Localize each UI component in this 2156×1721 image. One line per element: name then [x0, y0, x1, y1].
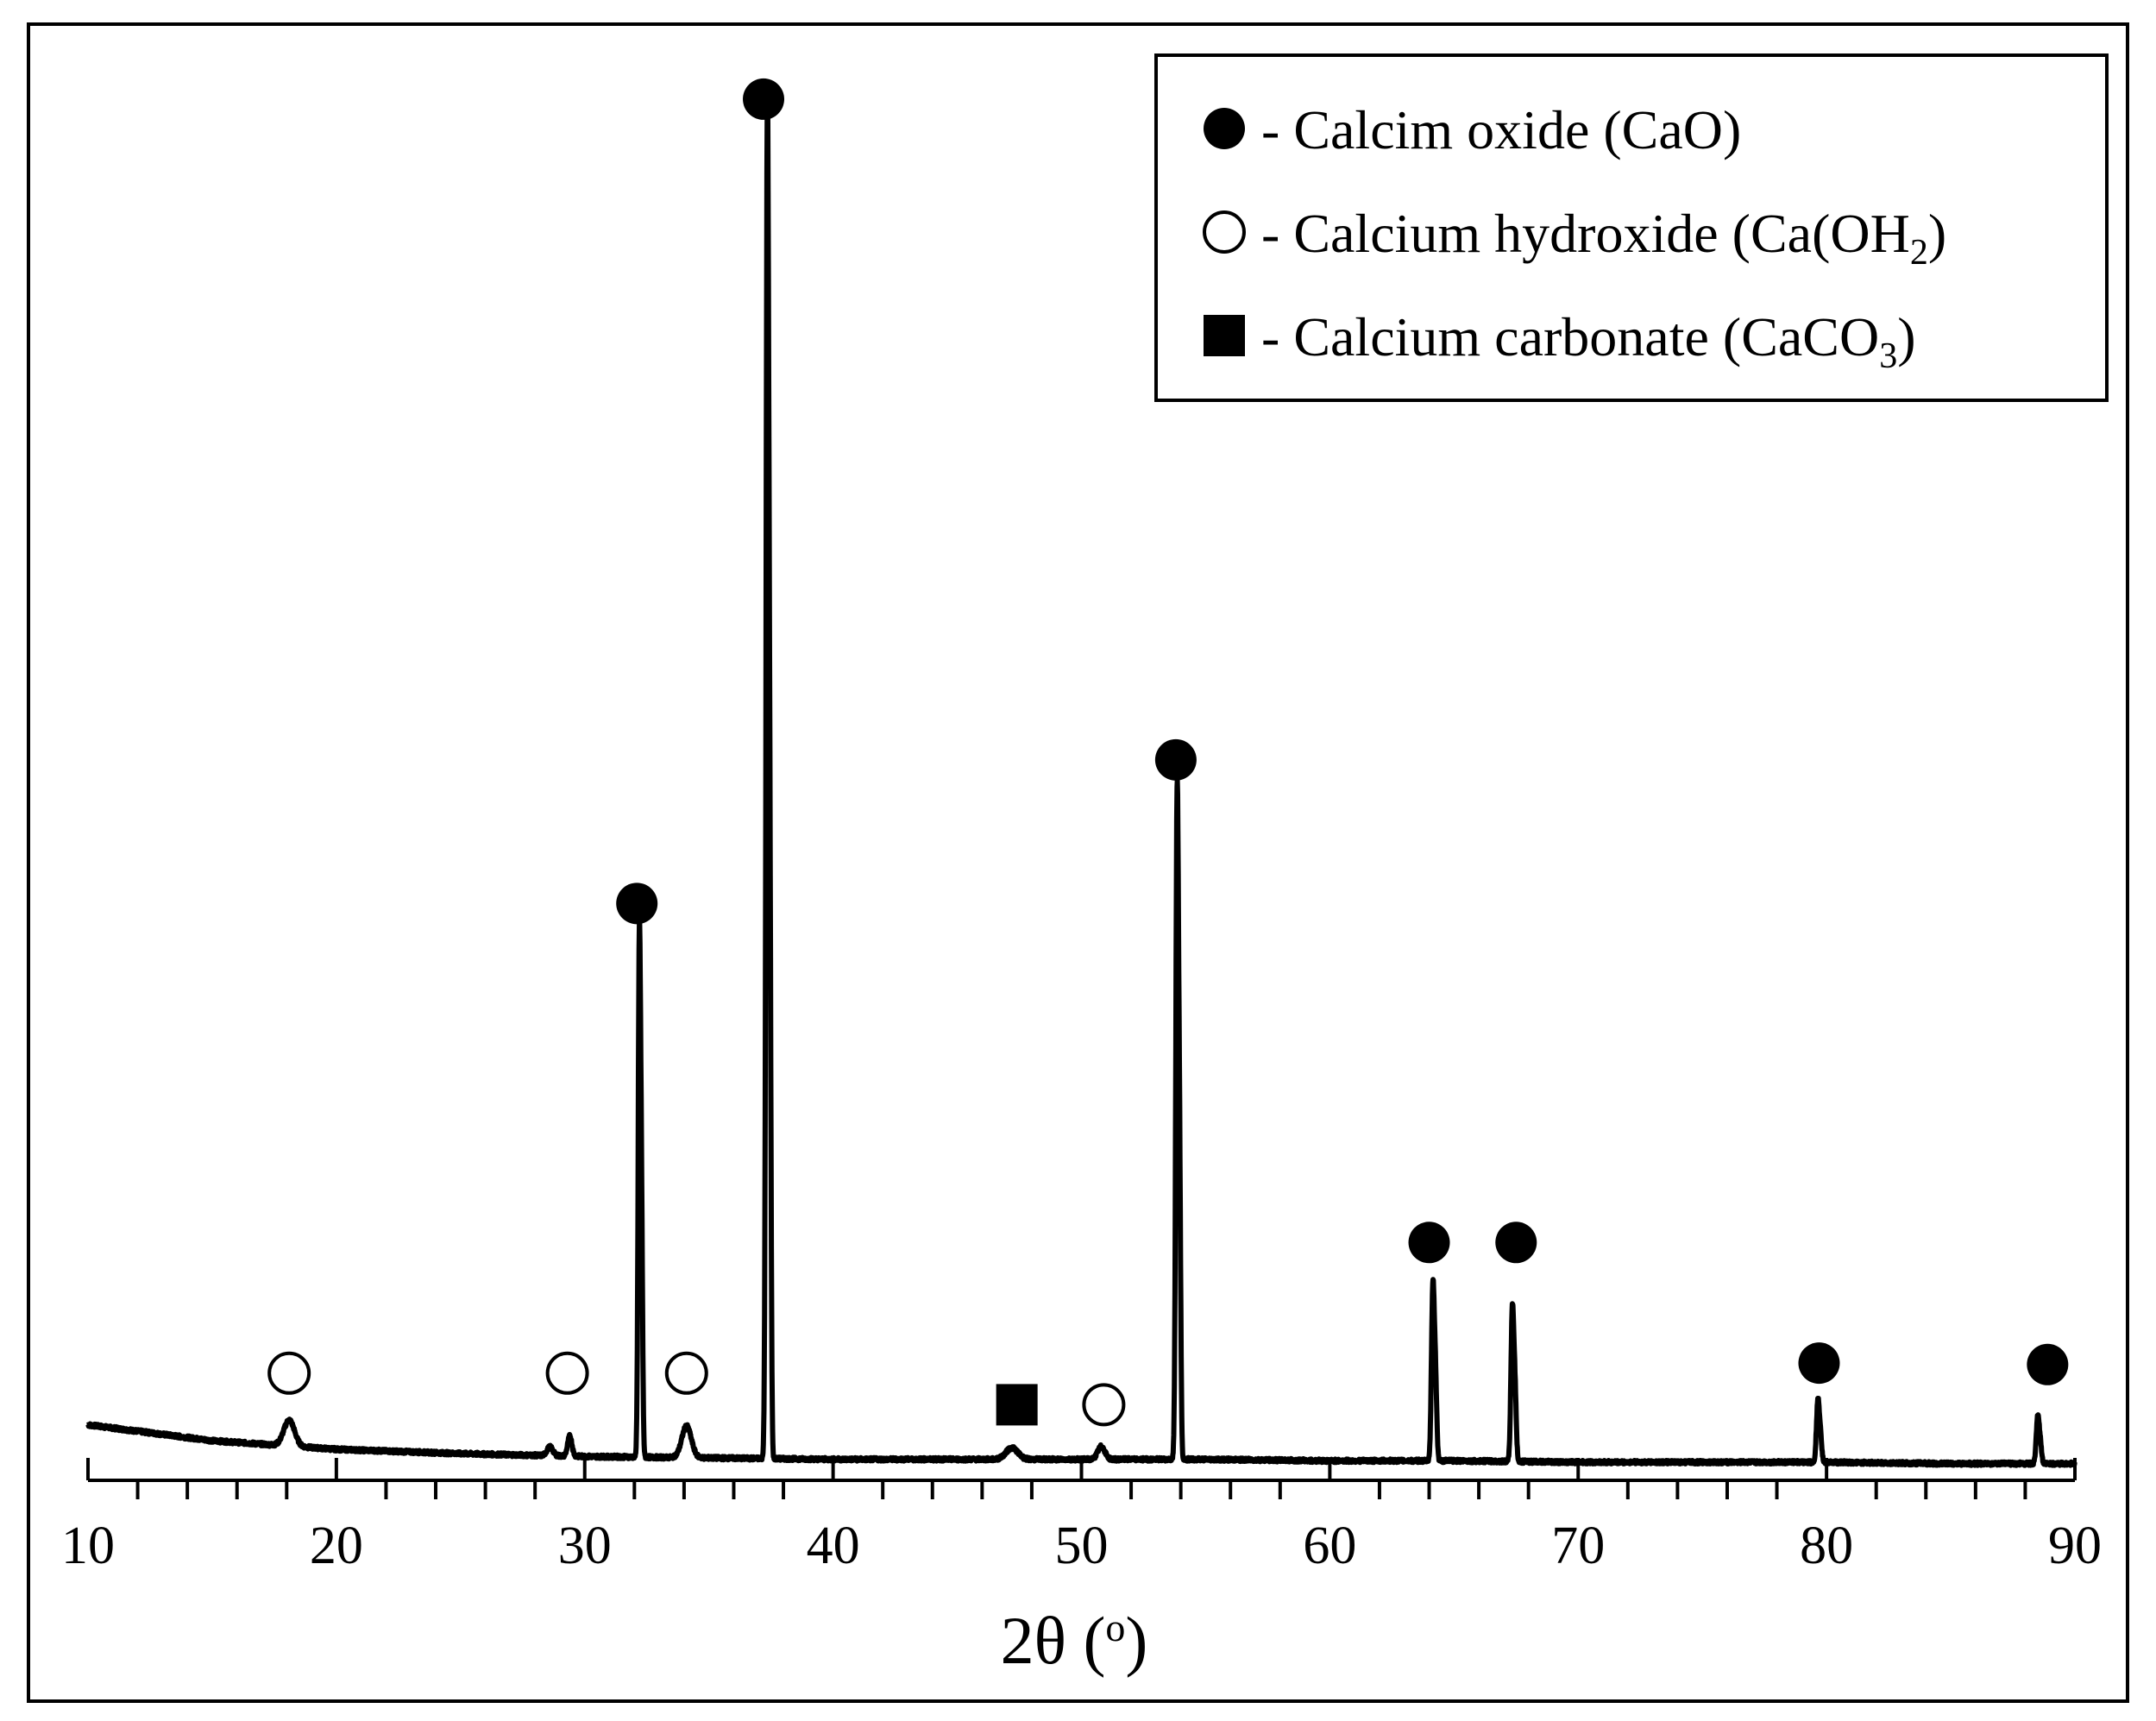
caco3-peak-marker: [996, 1384, 1038, 1426]
cao-peak-marker: [1154, 738, 1197, 781]
x-tick-label: 50: [1055, 1517, 1109, 1575]
legend-box: [1154, 53, 2109, 402]
legend-label: - Calcim oxide (CaO): [1261, 99, 1741, 160]
caoh2-peak-marker: [1082, 1383, 1126, 1427]
cao-peak-marker: [616, 882, 658, 925]
x-axis: 10 20 30 40 50 60 70 80 90: [61, 1458, 2102, 1575]
diffraction-pattern-line: [85, 88, 2077, 1468]
legend: - Calcim oxide (CaO) - Calcium hydroxide …: [1154, 53, 2109, 402]
x-axis-title-close: ): [1125, 1603, 1147, 1678]
x-tick-label: 30: [558, 1517, 612, 1575]
x-tick-label: 70: [1551, 1517, 1605, 1575]
legend-filled-circle-marker: [1204, 108, 1245, 149]
x-tick-label: 10: [61, 1517, 115, 1575]
caoh2-peak-marker: [267, 1351, 311, 1395]
cao-peak-marker: [743, 78, 785, 120]
x-tick-label: 40: [807, 1517, 860, 1575]
caoh2-peak-marker: [664, 1351, 708, 1395]
x-tick-label: 90: [2048, 1517, 2102, 1575]
legend-filled-square-marker: [1204, 315, 1245, 356]
cao-peak-marker: [2027, 1343, 2069, 1385]
x-tick-label: 60: [1303, 1517, 1356, 1575]
x-tick-label: 80: [1800, 1517, 1853, 1575]
phase-markers: [267, 78, 2069, 1427]
legend-items: - Calcim oxide (CaO) - Calcium hydroxide …: [1203, 99, 1946, 376]
cao-peak-marker: [1798, 1342, 1840, 1385]
caoh2-peak-marker: [545, 1351, 589, 1395]
x-axis-title-degree: o: [1105, 1605, 1125, 1649]
cao-peak-marker: [1408, 1222, 1450, 1264]
x-axis-title: 2θ (o): [1001, 1603, 1148, 1678]
cao-peak-marker: [1495, 1222, 1537, 1264]
x-tick-label: 20: [310, 1517, 363, 1575]
legend-open-circle-marker: [1203, 210, 1246, 254]
legend-label: - Calcium carbonate (CaCO3): [1261, 306, 1916, 376]
legend-label: - Calcium hydroxide (Ca(OH2): [1261, 203, 1946, 273]
